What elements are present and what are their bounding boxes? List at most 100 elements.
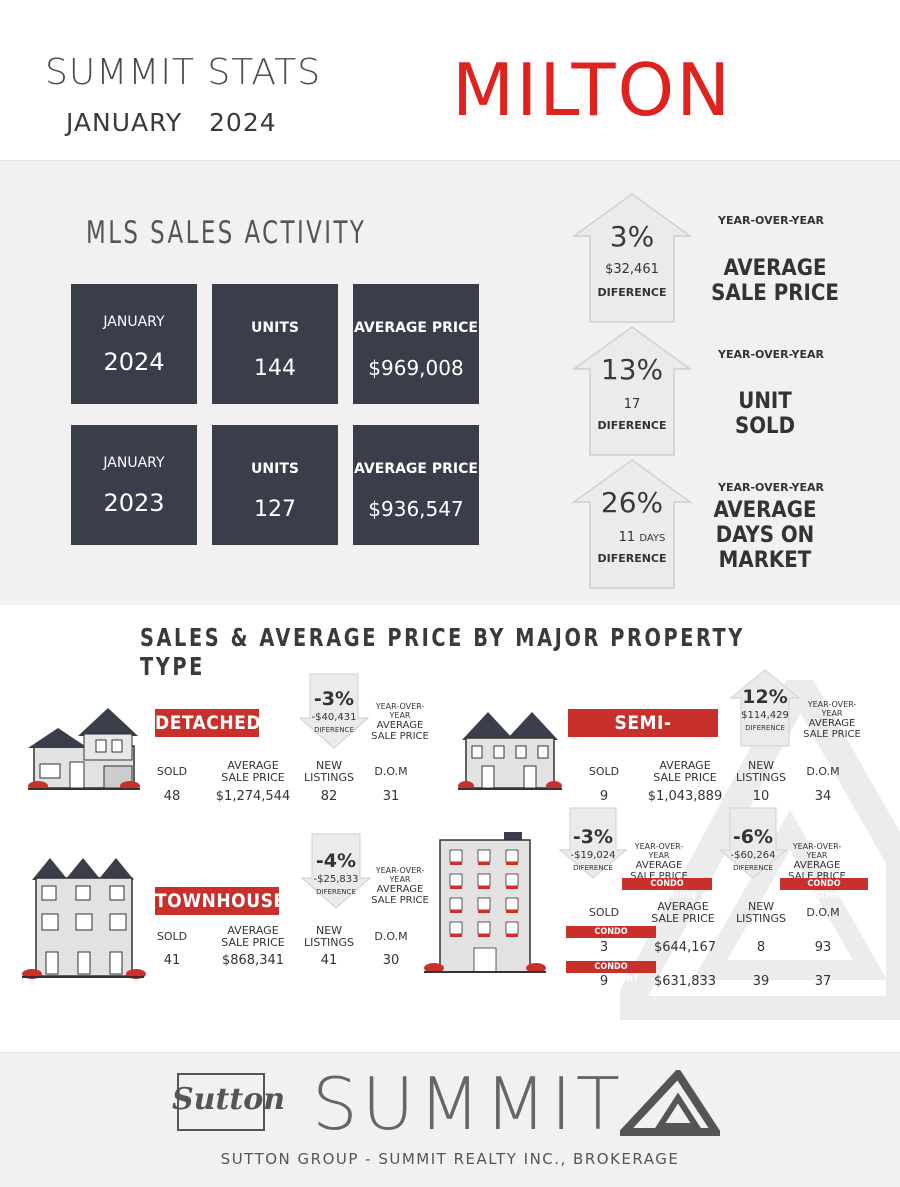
detached-new: 82 [320,789,338,804]
yoy-pct: 3% [609,220,655,253]
yoy-title-dom: AVERAGE DAYS ON MARKET [700,498,830,573]
col-avg-line: SALE PRICE [221,771,285,784]
yoy-diff-value: 11 [618,530,636,545]
yoy-diff: $32,461 [605,262,659,277]
yoy-small-label: YEAR-OVER-YEAR [375,702,425,720]
tile-units-label: UNITS [251,461,299,477]
condo-town-pct: -3% [572,826,614,848]
report-year: 2024 [209,108,277,137]
yoy-sale-label: SALE PRICE [371,731,429,742]
condo-apt-diff-label: DIFERENCE [733,864,773,872]
yoy-avg-label: AVERAGE [376,720,424,731]
col-avg-line: AVERAGE [659,759,711,772]
condo-apt-yoy: YEAR-OVER-YEAR AVERAGE SALE PRICE [786,842,848,882]
col-new-line: NEW [747,900,775,913]
col-new-line: NEW [315,924,343,937]
tile-period-year: 2024 [103,348,165,376]
tile-units-2023: UNITS 127 [212,425,338,545]
semi-sold: 9 [599,789,609,804]
semi-dom: 34 [814,789,832,804]
condo-town-diff: -$19,024 [570,850,616,861]
summit-watermark-icon [620,680,900,1020]
condo-town-new: 8 [756,940,766,955]
yoy-small-label: YEAR-OVER-YEAR [807,700,857,718]
sutton-logo: Sutton [172,1082,286,1117]
yoy-diff: 17 [623,397,641,412]
yoy-diff: 11 DAYS [582,530,702,545]
yoy-sale-label: SALE PRICE [788,871,846,882]
townhouse-down-arrow: -4% -$25,833 DIFERENCE [300,832,372,910]
brand-title: SUMMIT STATS [45,52,322,93]
city-title: MILTON [452,48,733,132]
col-new-listings: NEW LISTINGS [734,901,788,925]
yoy-title-price: AVERAGE SALE PRICE [700,256,850,306]
condo-apt-pct: -6% [732,826,774,848]
tile-price-label: AVERAGE PRICE [354,320,478,336]
townhouse-dom: 30 [382,953,400,968]
col-avg-line: AVERAGE [227,759,279,772]
col-new-line: LISTINGS [735,912,787,925]
down-arrow-icon [300,833,372,909]
detached-down-arrow: -3% -$40,431 DIFERENCE [298,672,370,750]
col-new-listings: NEW LISTINGS [302,925,356,949]
yoy-pct: 26% [600,486,664,519]
townhouse-price: $868,341 [221,953,285,968]
tile-units-2024: UNITS 144 [212,284,338,404]
mls-title: MLS SALES ACTIVITY [86,215,367,251]
property-type-title: SALES & AVERAGE PRICE BY MAJOR PROPERTY … [140,623,745,681]
col-new-line: NEW [315,759,343,772]
row-tag-condo-townhouse: CONDO TOWNHOUSE [566,926,656,949]
detached-yoy: YEAR-OVER-YEAR AVERAGE SALE PRICE [370,702,430,742]
detached-diff-label: DIFERENCE [314,726,354,734]
yoy-arrow-dom: 26% 11 DAYS DIFERENCE [572,458,692,590]
townhouse-pct: -4% [315,850,357,872]
yoy-avg-label: AVERAGE [635,860,683,871]
row-tag-condo-apartment: CONDO APARTMENT [566,961,656,984]
col-dom: D.O.M [374,765,408,778]
yoy-label: YEAR-OVER-YEAR [718,214,824,227]
tile-units-label: UNITS [251,320,299,336]
col-new-line: LISTINGS [735,771,787,784]
up-arrow-icon [729,669,801,747]
semi-diff: $114,429 [741,710,789,721]
col-new-listings: NEW LISTINGS [734,760,788,784]
semi-diff-label: DIFERENCE [745,724,785,732]
down-arrow-icon [298,673,370,749]
yoy-label: YEAR-OVER-YEAR [718,348,824,361]
col-avg-line: SALE PRICE [651,912,715,925]
sutton-logo-frame-icon [177,1073,265,1131]
yoy-title-line: AVERAGE [713,498,817,523]
detached-dom: 31 [382,789,400,804]
tile-units-value: 127 [254,497,296,522]
detached-house-icon [28,708,140,790]
col-avg-line: SALE PRICE [221,936,285,949]
brokerage-line: SUTTON GROUP - SUMMIT REALTY INC., BROKE… [220,1150,680,1168]
yoy-diff-unit: DAYS [639,533,666,544]
townhouse-diff: -$25,833 [313,874,359,885]
yoy-sale-label: SALE PRICE [803,729,861,740]
yoy-title-line: SALE PRICE [711,281,839,306]
down-arrow-icon [558,807,628,879]
yoy-title-line: MARKET [718,548,812,573]
yoy-sale-label: SALE PRICE [630,871,688,882]
detached-price: $1,274,544 [215,789,291,804]
col-avg-line: AVERAGE [227,924,279,937]
yoy-arrow-price: 3% $32,461 DIFERENCE [572,192,692,324]
townhouse-new: 41 [320,953,338,968]
col-sold: SOLD [588,906,620,919]
col-sold: SOLD [156,765,188,778]
condo-apt-new: 39 [752,974,770,989]
yoy-diff-label: DIFERENCE [597,286,667,299]
detached-sold: 48 [163,789,181,804]
tile-period-2024: JANUARY 2024 [71,284,197,404]
yoy-diff-label: DIFERENCE [597,552,667,565]
col-new-line: LISTINGS [303,771,355,784]
col-dom: D.O.M [806,906,840,919]
tile-period-label: JANUARY [103,455,165,471]
col-new-line: NEW [747,759,775,772]
yoy-arrow-units: 13% 17 DIFERENCE [572,325,692,457]
up-arrow-icon [572,459,692,589]
yoy-sale-label: SALE PRICE [371,895,429,906]
col-avg-price: AVERAGE SALE PRICE [218,925,288,949]
yoy-small-label: YEAR-OVER-YEAR [634,842,684,860]
